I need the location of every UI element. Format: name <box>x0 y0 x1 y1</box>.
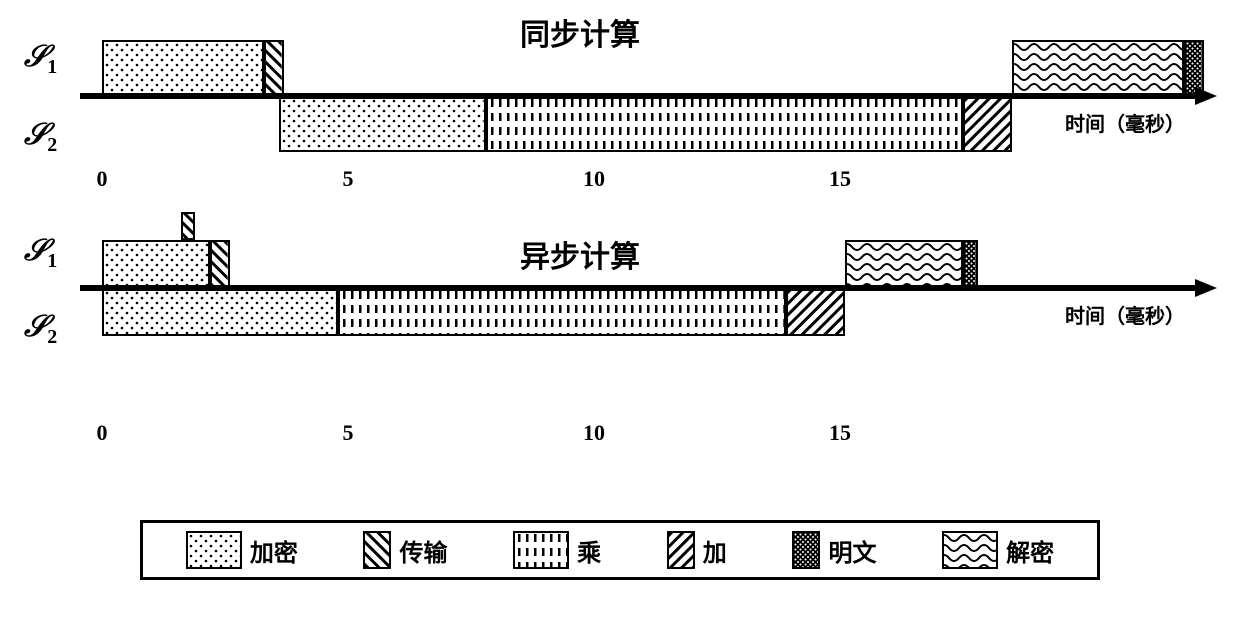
x-tick: 15 <box>829 420 851 446</box>
legend-swatch-dots <box>186 531 242 569</box>
x-axis-label: 时间（毫秒） <box>1065 108 1185 137</box>
x-axis-arrow <box>1195 87 1217 105</box>
bar-s2-2 <box>963 96 1012 152</box>
legend-label: 解密 <box>1006 533 1054 568</box>
bar-s2-2 <box>786 288 845 336</box>
legend-item: 明文 <box>792 531 876 569</box>
stub <box>181 212 195 240</box>
bar-s1-0 <box>102 40 264 96</box>
chart-title: 异步计算 <box>520 232 640 276</box>
x-tick: 15 <box>829 166 851 192</box>
x-axis <box>80 93 1195 99</box>
legend-label: 乘 <box>577 533 601 568</box>
x-tick: 5 <box>343 420 354 446</box>
bar-s2-0 <box>279 96 486 152</box>
legend-label: 加密 <box>250 533 298 568</box>
legend-swatch-diag2 <box>667 531 695 569</box>
x-tick: 10 <box>583 420 605 446</box>
bar-s1-0 <box>102 240 210 288</box>
x-tick: 0 <box>97 166 108 192</box>
legend-item: 传输 <box>363 531 447 569</box>
series-label-s2: 𝒮2 <box>24 310 57 349</box>
legend-swatch-wave <box>942 531 998 569</box>
legend-item: 加密 <box>186 531 298 569</box>
legend-item: 解密 <box>942 531 1054 569</box>
bar-s2-1 <box>338 288 786 336</box>
series-label-s1: 𝒮1 <box>24 234 57 273</box>
legend: 加密 传输 乘 加 明文 解密 <box>140 520 1100 580</box>
x-axis-label: 时间（毫秒） <box>1065 300 1185 329</box>
timeline-diagram: 同步计算 𝒮1 𝒮2 时间（毫秒） 0 5 10 15 异步计算 𝒮1 𝒮2 时间（毫秒） 0 5 10 15 <box>10 10 1230 500</box>
series-label-s1: 𝒮1 <box>24 40 57 79</box>
bar-s1-3 <box>963 240 978 288</box>
x-tick: 10 <box>583 166 605 192</box>
chart-title: 同步计算 <box>520 10 640 54</box>
bar-s2-1 <box>486 96 963 152</box>
x-axis-arrow <box>1195 279 1217 297</box>
bar-s1-1 <box>210 240 230 288</box>
x-tick: 5 <box>343 166 354 192</box>
legend-label: 加 <box>703 533 727 568</box>
legend-swatch-dense <box>792 531 820 569</box>
series-label-s2: 𝒮2 <box>24 118 57 157</box>
bar-s1-1 <box>264 40 284 96</box>
bar-s1-2 <box>845 240 963 288</box>
legend-item: 加 <box>667 531 727 569</box>
x-axis <box>80 285 1195 291</box>
bar-s1-2 <box>1012 40 1184 96</box>
legend-swatch-dash <box>513 531 569 569</box>
bar-s2-0 <box>102 288 338 336</box>
legend-label: 传输 <box>399 533 447 568</box>
legend-item: 乘 <box>513 531 601 569</box>
x-tick: 0 <box>97 420 108 446</box>
legend-label: 明文 <box>828 533 876 568</box>
legend-swatch-diag <box>363 531 391 569</box>
